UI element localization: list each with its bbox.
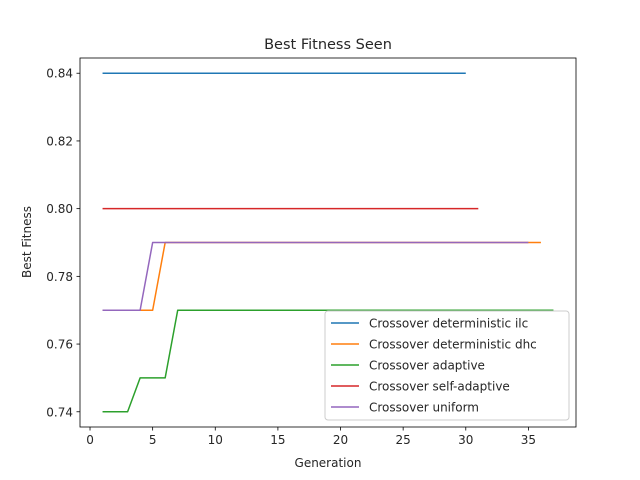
- y-axis: 0.74 0.76 0.78 0.80 0.82 0.84: [46, 67, 80, 419]
- legend-label-1: Crossover deterministic dhc: [369, 338, 537, 352]
- x-tick-label: 20: [333, 433, 348, 447]
- x-tick-label: 30: [458, 433, 473, 447]
- plot-lines: [102, 72, 554, 413]
- y-tick-label: 0.82: [46, 134, 73, 148]
- y-tick-label: 0.84: [46, 67, 73, 81]
- legend-box: [324, 310, 570, 421]
- x-tick-label: 5: [149, 433, 157, 447]
- series-line-2: [102, 309, 554, 413]
- legend: Crossover deterministic ilc Crossover det…: [324, 310, 570, 421]
- legend-label-4: Crossover uniform: [369, 401, 479, 415]
- x-tick-label: 10: [208, 433, 223, 447]
- legend-label-0: Crossover deterministic ilc: [369, 317, 528, 331]
- x-tick-label: 15: [270, 433, 285, 447]
- x-axis-title: Generation: [295, 456, 362, 470]
- x-tick-label: 35: [521, 433, 536, 447]
- y-tick-label: 0.74: [46, 405, 73, 419]
- series-line-4: [102, 241, 529, 311]
- plot-frame: [79, 57, 577, 428]
- chart-title: Best Fitness Seen: [264, 37, 392, 53]
- legend-label-3: Crossover self-adaptive: [369, 380, 510, 394]
- x-axis: 0 5 10 15 20 25 30 35: [86, 427, 536, 447]
- x-tick-label: 0: [86, 433, 94, 447]
- series-line-1: [102, 241, 541, 311]
- y-tick-label: 0.80: [46, 202, 73, 216]
- legend-label-2: Crossover adaptive: [369, 359, 485, 373]
- y-axis-title: Best Fitness: [20, 206, 34, 278]
- y-tick-label: 0.76: [46, 338, 73, 352]
- x-tick-label: 25: [396, 433, 411, 447]
- y-tick-label: 0.78: [46, 270, 73, 284]
